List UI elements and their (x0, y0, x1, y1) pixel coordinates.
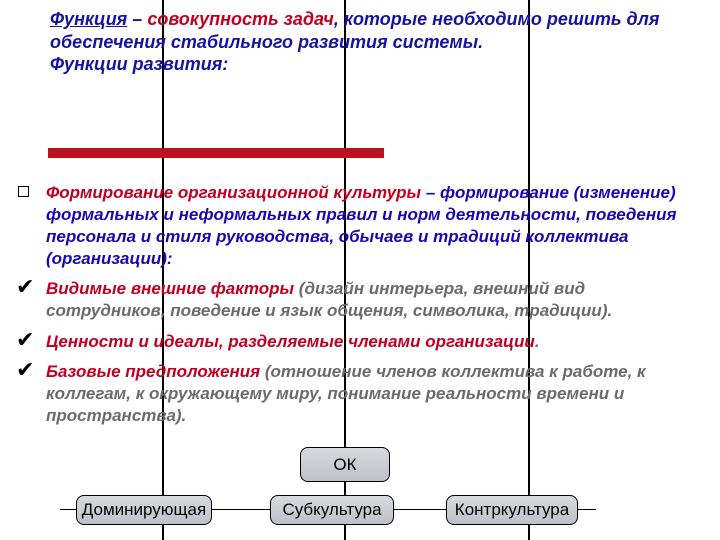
check-bullet-icon: ✔ (16, 361, 46, 379)
intro-term: Функция (50, 9, 127, 29)
list-item: ✔ Ценности и идеалы, разделяемые членами… (16, 331, 700, 353)
list-item-text: Базовые предположения (отношение членов … (46, 361, 700, 427)
box-subculture: Субкультура (270, 495, 394, 525)
box-dominant-label: Доминирующая (82, 500, 206, 520)
intro-paragraph: Функция – совокупность задач, которые не… (50, 8, 670, 76)
intro-sep: – (127, 9, 147, 29)
list-item-text: Видимые внешние факторы (дизайн интерьер… (46, 278, 700, 322)
item-lead: Формирование организационной культуры (46, 183, 421, 202)
box-ok: ОК (300, 447, 390, 482)
square-bullet-icon (16, 182, 46, 203)
item-body: . (535, 332, 540, 351)
box-dominant: Доминирующая (76, 495, 212, 525)
check-bullet-icon: ✔ (16, 278, 46, 296)
list-item-text: Формирование организационной культуры – … (46, 182, 700, 270)
list-item-text: Ценности и идеалы, разделяемые членами о… (46, 331, 700, 353)
item-lead: Базовые предположения (46, 362, 265, 381)
list-item: Формирование организационной культуры – … (16, 182, 700, 270)
box-subculture-label: Субкультура (282, 500, 381, 520)
list-item: ✔ Базовые предположения (отношение члено… (16, 361, 700, 427)
intro-subhead: Функции развития: (50, 54, 228, 74)
box-ok-label: ОК (333, 455, 356, 475)
box-counterculture-label: Контркультура (455, 500, 569, 520)
check-bullet-icon: ✔ (16, 331, 46, 349)
intro-def-lead: совокупность задач (147, 9, 334, 29)
box-counterculture: Контркультура (446, 495, 578, 525)
bullet-list: Формирование организационной культуры – … (16, 182, 700, 435)
item-lead: Видимые внешние факторы (46, 279, 299, 298)
list-item: ✔ Видимые внешние факторы (дизайн интерь… (16, 278, 700, 322)
item-lead: Ценности и идеалы, разделяемые членами о… (46, 332, 535, 351)
accent-bar (48, 148, 384, 158)
item-sep: – (421, 183, 440, 202)
